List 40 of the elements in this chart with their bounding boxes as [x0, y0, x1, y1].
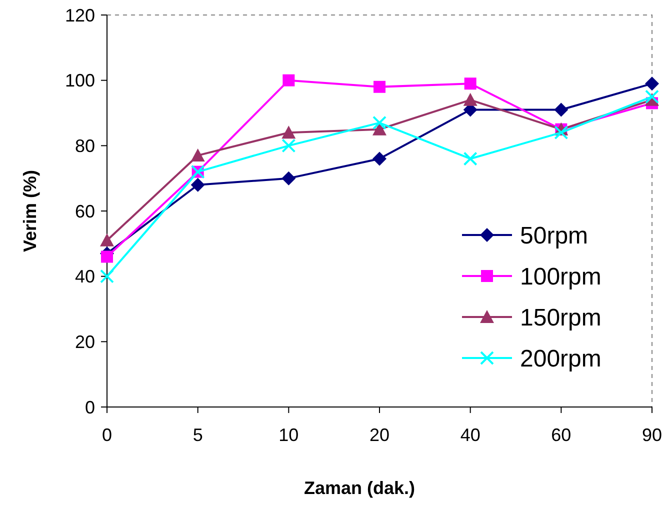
y-tick-label: 40 — [74, 266, 95, 287]
point — [101, 250, 113, 263]
x-tick-label: 5 — [192, 425, 203, 445]
point — [100, 233, 114, 246]
legend-label: 150rpm — [520, 304, 602, 332]
point — [190, 178, 205, 192]
y-tick-label: 0 — [84, 397, 95, 418]
point — [282, 126, 296, 139]
y-tick-label: 20 — [74, 332, 95, 352]
point — [372, 116, 386, 130]
y-tick-label: 60 — [74, 201, 95, 222]
point — [463, 152, 478, 166]
x-tick-label: 40 — [460, 425, 480, 445]
point — [374, 80, 386, 93]
point — [282, 138, 296, 153]
x-tick-label: 0 — [102, 425, 112, 445]
legend-label: 100rpm — [520, 263, 602, 290]
y-tick-label: 80 — [74, 136, 95, 156]
x-tick-label: 90 — [642, 425, 662, 445]
point — [645, 90, 659, 104]
point — [372, 152, 386, 166]
x-axis-title: Zaman (dak.) — [304, 478, 416, 498]
point — [554, 126, 568, 140]
legend-label: 200rpm — [520, 345, 602, 372]
x-tick-label: 10 — [278, 425, 299, 445]
y-axis-title: Verim (%) — [20, 170, 40, 252]
y-tick-label: 120 — [64, 5, 95, 26]
point — [645, 76, 659, 91]
point — [372, 122, 386, 136]
legend-label: 50rpm — [520, 222, 588, 250]
x-tick-label: 20 — [369, 425, 390, 445]
point — [463, 92, 478, 106]
point — [282, 171, 296, 186]
point — [282, 74, 295, 86]
point — [190, 148, 205, 162]
point — [554, 102, 568, 117]
x-tick-label: 60 — [551, 425, 572, 445]
point — [100, 269, 114, 284]
y-tick-label: 100 — [64, 70, 95, 91]
point — [464, 78, 476, 90]
